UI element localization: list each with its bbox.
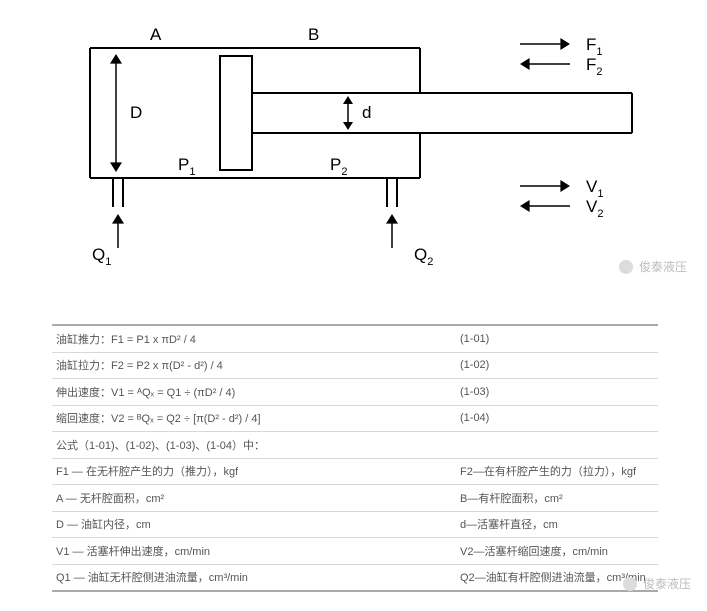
svg-text:d: d xyxy=(362,103,371,122)
table-cell: F2—在有杆腔产生的力（拉力），kgf xyxy=(456,463,658,479)
formula-table: 油缸推力：F1 = P1 x πD² / 4(1-01)油缸拉力：F2 = P2… xyxy=(52,324,658,592)
svg-text:B: B xyxy=(308,25,319,44)
table-cell: d—活塞杆直径，cm xyxy=(456,516,658,532)
svg-text:P2: P2 xyxy=(330,155,347,178)
watermark-text: 俊泰液压 xyxy=(639,258,687,275)
wechat-icon xyxy=(619,260,633,274)
table-cell: 油缸拉力：F2 = P2 x π(D² - d²) / 4 xyxy=(52,357,456,373)
table-row: F1 — 在无杆腔产生的力（推力），kgfF2—在有杆腔产生的力（拉力），kgf xyxy=(52,459,658,485)
watermark-top: 俊泰液压 xyxy=(619,258,687,275)
watermark-text: 俊泰液压 xyxy=(643,575,691,592)
table-cell: A — 无杆腔面积，cm² xyxy=(52,490,456,506)
watermark-bottom: 俊泰液压 xyxy=(623,575,691,592)
table-row: A — 无杆腔面积，cm²B—有杆腔面积，cm² xyxy=(52,485,658,511)
svg-text:V2: V2 xyxy=(586,197,603,220)
table-cell: V1 — 活塞杆伸出速度，cm/min xyxy=(52,543,456,559)
table-cell: 油缸推力：F1 = P1 x πD² / 4 xyxy=(52,331,456,347)
table-row: 油缸拉力：F2 = P2 x π(D² - d²) / 4(1-02) xyxy=(52,353,658,379)
table-cell: 伸出速度：V1 = ᴬQₓ = Q1 ÷ (πD² / 4) xyxy=(52,384,456,400)
table-cell: B—有杆腔面积，cm² xyxy=(456,490,658,506)
table-row: 公式（1-01)、(1-02)、(1-03)、(1-04）中： xyxy=(52,432,658,458)
table-cell: 缩回速度：V2 = ᴮQₓ = Q2 ÷ [π(D² - d²) / 4] xyxy=(52,410,456,426)
table-cell: (1-03) xyxy=(456,386,658,398)
table-cell: (1-01) xyxy=(456,333,658,345)
svg-text:A: A xyxy=(150,25,162,44)
table-row: 油缸推力：F1 = P1 x πD² / 4(1-01) xyxy=(52,326,658,352)
table-row: 缩回速度：V2 = ᴮQₓ = Q2 ÷ [π(D² - d²) / 4](1-… xyxy=(52,406,658,432)
table-row: 伸出速度：V1 = ᴬQₓ = Q1 ÷ (πD² / 4)(1-03) xyxy=(52,379,658,405)
table-row: D — 油缸内径，cmd—活塞杆直径，cm xyxy=(52,512,658,538)
svg-text:Q2: Q2 xyxy=(414,245,433,268)
table-cell: 公式（1-01)、(1-02)、(1-03)、(1-04）中： xyxy=(52,437,456,453)
table-row: V1 — 活塞杆伸出速度，cm/minV2—活塞杆缩回速度，cm/min xyxy=(52,538,658,564)
svg-text:Q1: Q1 xyxy=(92,245,111,268)
table-cell: V2—活塞杆缩回速度，cm/min xyxy=(456,543,658,559)
svg-text:D: D xyxy=(130,103,142,122)
table-cell: (1-02) xyxy=(456,359,658,371)
svg-text:P1: P1 xyxy=(178,155,195,178)
table-cell: D — 油缸内径，cm xyxy=(52,516,456,532)
table-cell: Q1 — 油缸无杆腔侧进油流量，cm³/min xyxy=(52,569,456,585)
svg-text:F2: F2 xyxy=(586,55,603,78)
wechat-icon xyxy=(623,577,637,591)
table-row: Q1 — 油缸无杆腔侧进油流量，cm³/minQ2—油缸有杆腔侧进油流量，cm³… xyxy=(52,565,658,591)
cylinder-diagram: ABDdP1P2Q1Q2F1F2V1V2 xyxy=(0,0,707,290)
table-cell: F1 — 在无杆腔产生的力（推力），kgf xyxy=(52,463,456,479)
table-cell: (1-04) xyxy=(456,412,658,424)
